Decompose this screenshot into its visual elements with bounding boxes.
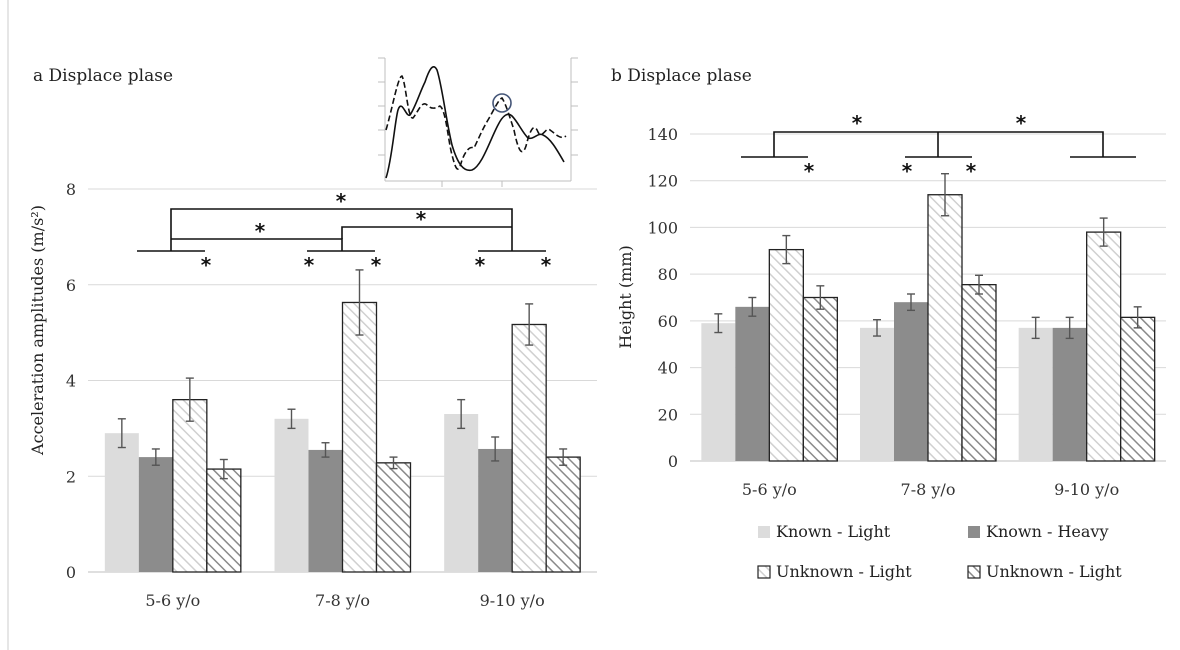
significance-star: * <box>201 253 212 277</box>
y-tick-label: 120 <box>647 172 678 191</box>
significance-star: * <box>371 253 382 277</box>
significance-star: * <box>255 219 266 243</box>
significance-star: * <box>416 207 427 231</box>
inset-peak-circle <box>492 93 512 113</box>
bar <box>274 418 309 572</box>
y-tick-label: 0 <box>668 452 678 471</box>
significance-star: * <box>852 111 863 135</box>
legend-label: Known - Light <box>776 522 891 541</box>
significance-bracket <box>341 226 512 239</box>
bar <box>375 462 412 573</box>
bar <box>1018 327 1053 461</box>
significance-star: * <box>541 253 552 277</box>
significance-star: * <box>475 253 486 277</box>
y-tick-label: 0 <box>66 563 76 582</box>
bar <box>138 457 173 572</box>
panel-a-tick-labels: 0 2 4 6 8 5-6 y/o 7-8 y/o 9-10 y/o <box>66 180 545 610</box>
panel-a-title: a Displace plase <box>33 66 173 86</box>
panel-a-error-bars <box>117 269 568 480</box>
legend-label: Unknown - Light <box>776 562 912 581</box>
bar <box>1086 231 1122 462</box>
bar <box>478 448 513 572</box>
bar <box>961 284 997 462</box>
panel-b-title: b Displace plase <box>611 66 752 86</box>
panel-a-significance: * * * * * * * * <box>137 189 552 277</box>
y-tick-label: 6 <box>66 276 76 295</box>
bar <box>1120 316 1156 462</box>
bar <box>545 456 581 573</box>
legend-swatch <box>967 565 981 579</box>
bar <box>104 433 139 572</box>
x-tick-label: 9-10 y/o <box>480 591 545 610</box>
legend-swatch <box>968 526 980 538</box>
y-tick-label: 100 <box>647 218 678 237</box>
legend-label: Known - Heavy <box>986 522 1109 541</box>
y-tick-label: 80 <box>658 265 678 284</box>
x-tick-label: 9-10 y/o <box>1054 480 1119 499</box>
panel-b-error-bars <box>714 173 1142 340</box>
panel-a-bars <box>104 301 581 573</box>
bar <box>927 194 963 462</box>
bar <box>206 468 242 573</box>
panel-b-tick-labels: 0 20 40 60 80 100 120 140 5-6 y/o 7-8 y/o 9-10 y/o <box>647 125 1119 499</box>
x-tick-label: 7-8 y/o <box>315 591 370 610</box>
legend: Known - Light Known - Heavy Unknown - Ligh… <box>757 522 1122 581</box>
panel-a-y-axis-label: Acceleration amplitudes (m/s²) <box>28 205 47 456</box>
significance-star: * <box>336 189 347 213</box>
y-tick-label: 4 <box>66 372 76 391</box>
significance-star: * <box>304 253 315 277</box>
x-tick-label: 5-6 y/o <box>145 591 200 610</box>
y-tick-label: 60 <box>658 312 678 331</box>
inset-trace-plot <box>378 57 578 187</box>
bar <box>802 296 838 462</box>
x-tick-label: 5-6 y/o <box>742 480 797 499</box>
significance-star: * <box>966 159 977 183</box>
inset-solid-trace <box>385 66 565 179</box>
bar <box>511 323 547 573</box>
bar <box>1052 327 1087 461</box>
bar <box>444 414 479 572</box>
bar <box>172 398 208 573</box>
bar <box>341 301 378 573</box>
bar <box>308 449 343 572</box>
y-tick-label: 20 <box>658 405 678 424</box>
significance-bracket <box>170 208 513 251</box>
chart-panel-a: a Displace plase 0 2 4 6 8 5-6 y/o 7-8 y/o 9-10… <box>28 57 597 610</box>
bar <box>860 327 894 461</box>
legend-swatch <box>758 526 770 538</box>
panel-b-bars <box>701 194 1156 462</box>
legend-swatch <box>757 565 771 579</box>
y-tick-label: 2 <box>66 467 76 486</box>
bar <box>894 302 928 461</box>
significance-star: * <box>902 159 913 183</box>
inset-dashed-trace <box>385 75 567 170</box>
panel-b-y-axis-label: Height (mm) <box>616 245 635 348</box>
x-tick-label: 7-8 y/o <box>901 480 956 499</box>
bar <box>701 323 736 461</box>
y-tick-label: 40 <box>658 359 678 378</box>
significance-star: * <box>804 159 815 183</box>
bar <box>735 306 770 461</box>
significance-star: * <box>1016 111 1027 135</box>
legend-label: Unknown - Light <box>986 562 1122 581</box>
chart-panel-b: b Displace plase 0 20 40 60 80 100 120 140 5-6 y… <box>611 66 1166 581</box>
y-tick-label: 140 <box>647 125 678 144</box>
y-tick-label: 8 <box>66 180 76 199</box>
panel-b-significance: * * * * * <box>741 111 1136 183</box>
bar <box>768 248 804 462</box>
